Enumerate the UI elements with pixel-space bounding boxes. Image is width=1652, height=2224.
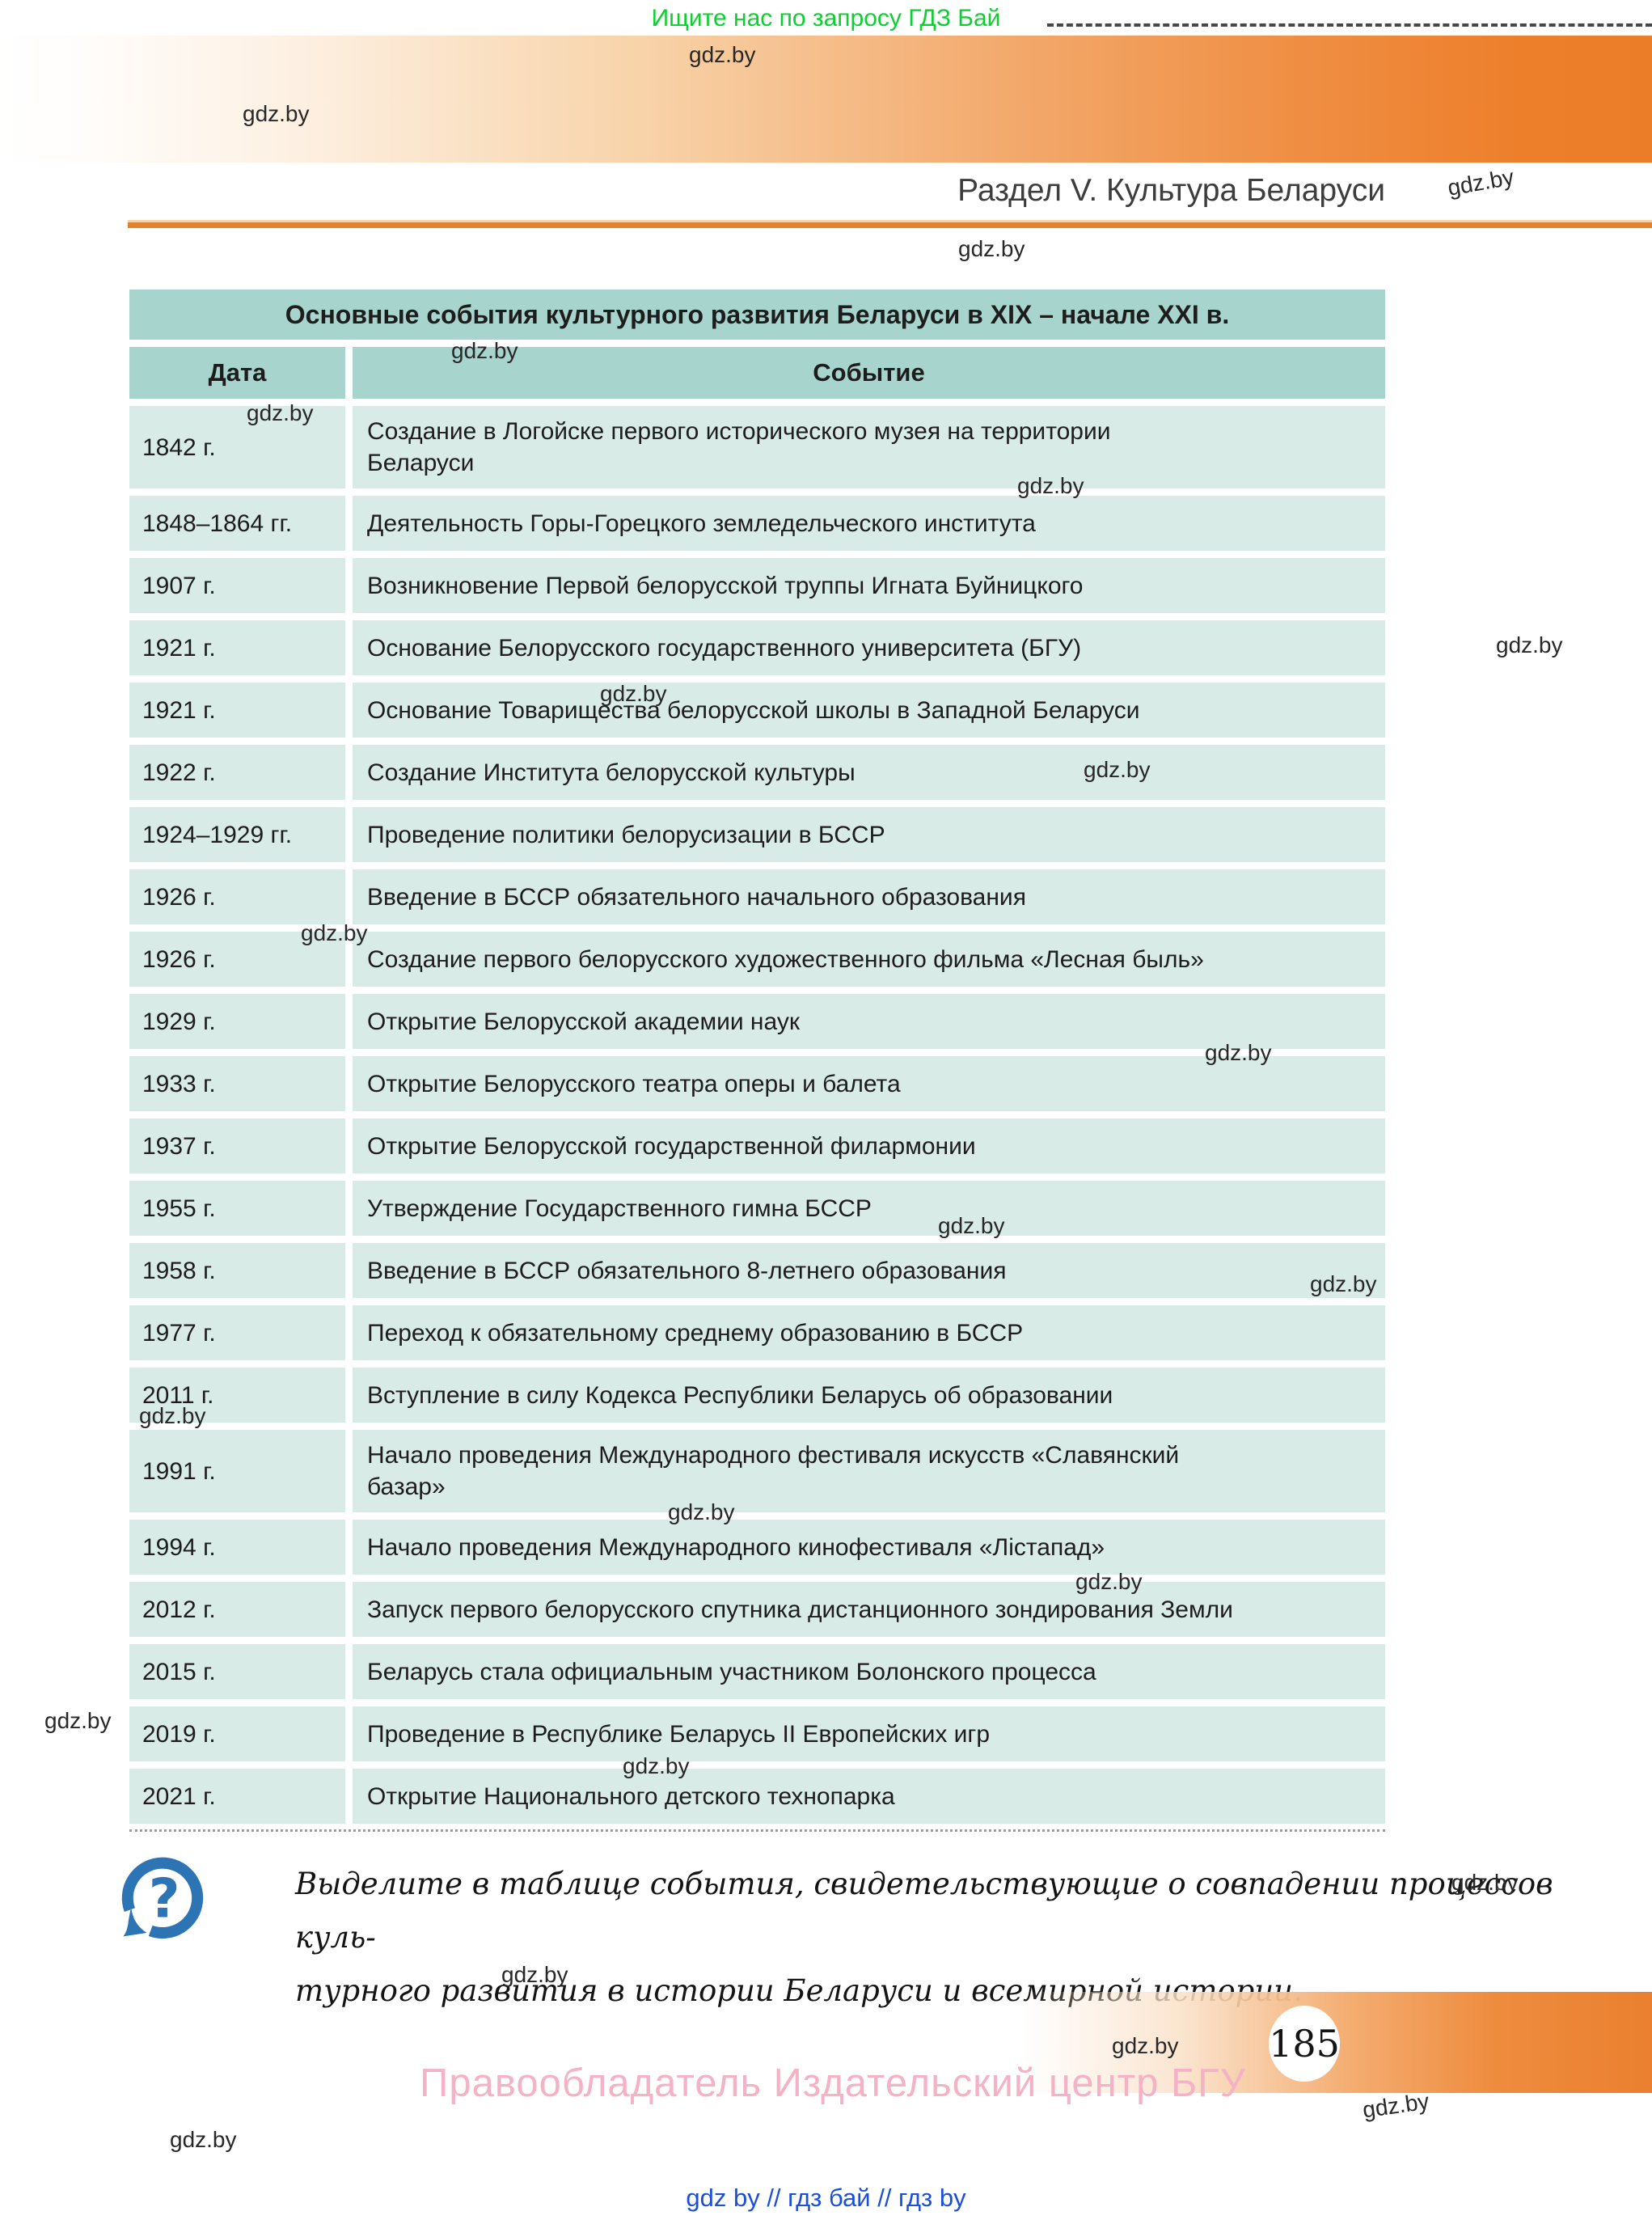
event-description-cell: Открытие Белорусской академии наук [353, 994, 1385, 1049]
event-description-cell: Создание в Логойске первого историческог… [353, 406, 1385, 488]
event-date-cell: 2019 г. [129, 1706, 345, 1761]
gdzby-watermark: gdz.by [1075, 1569, 1143, 1594]
promo-banner-text: Ищите нас по запросу ГДЗ Бай [651, 5, 1001, 32]
event-description-cell: Запуск первого белорусского спутника дис… [353, 1582, 1385, 1637]
footer-links[interactable]: gdz by // гдз бай // гдз by [686, 2184, 966, 2212]
event-description-cell: Открытие Белорусского театра оперы и бал… [353, 1056, 1385, 1111]
gdzby-watermark: gdz.by [139, 1403, 206, 1428]
event-description-cell: Утверждение Государственного гимна БССР [353, 1181, 1385, 1236]
gdzby-watermark: gdz.by [1310, 1271, 1377, 1296]
event-description-cell: Проведение политики белорусизации в БССР [353, 807, 1385, 862]
event-date-cell: 1842 г. [129, 406, 345, 488]
event-description-cell: Деятельность Горы-Горецкого земледельчес… [353, 496, 1385, 551]
event-date-cell: 1977 г. [129, 1305, 345, 1360]
event-description-cell: Проведение в Республике Беларусь II Евро… [353, 1706, 1385, 1761]
gdzby-watermark: gdz.by [1205, 1040, 1272, 1065]
gdzby-watermark: gdz.by [689, 42, 756, 67]
event-date-cell: 1991 г. [129, 1430, 345, 1512]
event-date-cell: 1926 г. [129, 869, 345, 924]
orange-gradient-banner [0, 36, 1652, 163]
page-number-badge: 185 [1269, 2006, 1340, 2082]
gdzby-watermark: gdz.by [301, 920, 368, 945]
event-date-cell: 1848–1864 гг. [129, 496, 345, 551]
orange-divider-rule [128, 220, 1652, 228]
event-description-cell: Основание Товарищества белорусской школы… [353, 683, 1385, 738]
event-date-cell: 1926 г. [129, 932, 345, 987]
event-description-cell: Основание Белорусского государственного … [353, 620, 1385, 675]
gdzby-watermark: gdz.by [247, 400, 314, 425]
event-description-cell: Открытие Белорусской государственной фил… [353, 1118, 1385, 1173]
gdzby-watermark: gdz.by [1017, 473, 1084, 498]
event-description-cell: Возникновение Первой белорусской труппы … [353, 558, 1385, 613]
event-date-cell: 1929 г. [129, 994, 345, 1049]
event-date-cell: 2015 г. [129, 1644, 345, 1699]
event-date-cell: 2012 г. [129, 1582, 345, 1637]
gdzby-watermark: gdz.by [1361, 2088, 1431, 2123]
gdzby-watermark: gdz.by [600, 681, 667, 706]
event-description-cell: Введение в БССР обязательного 8-летнего … [353, 1243, 1385, 1298]
gdzby-watermark: gdz.by [668, 1499, 735, 1524]
svg-text:?: ? [149, 1867, 180, 1930]
event-date-cell: 1933 г. [129, 1056, 345, 1111]
column-header-event: Событие [353, 347, 1385, 399]
gdzby-watermark: gdz.by [501, 1962, 568, 1987]
gdzby-watermark: gdz.by [243, 101, 310, 126]
gdzby-watermark: gdz.by [1084, 757, 1151, 782]
event-date-cell: 1921 г. [129, 620, 345, 675]
dashed-line-top [1047, 23, 1652, 27]
gdzby-watermark: gdz.by [623, 1753, 690, 1778]
gdzby-watermark: gdz.by [1451, 1870, 1519, 1895]
gdzby-watermark: gdz.by [1112, 2033, 1179, 2058]
page-title: Раздел V. Культура Беларуси [957, 173, 1385, 208]
event-date-cell: 1924–1929 гг. [129, 807, 345, 862]
event-date-cell: 2021 г. [129, 1769, 345, 1824]
gdzby-watermark: gdz.by [958, 236, 1025, 261]
column-header-date: Дата [129, 347, 345, 399]
event-date-cell: 1937 г. [129, 1118, 345, 1173]
event-description-cell: Создание Института белорусской культуры [353, 745, 1385, 800]
event-date-cell: 2011 г. [129, 1368, 345, 1423]
question-mark-icon: ? [121, 1857, 204, 1939]
events-table: Основные события культурного развития Бе… [129, 290, 1385, 1824]
gdzby-watermark: gdz.by [451, 338, 518, 363]
event-description-cell: Открытие Национального детского технопар… [353, 1769, 1385, 1824]
event-date-cell: 1921 г. [129, 683, 345, 738]
gdzby-watermark: gdz.by [1445, 164, 1516, 201]
event-date-cell: 1955 г. [129, 1181, 345, 1236]
event-date-cell: 1907 г. [129, 558, 345, 613]
event-description-cell: Начало проведения Международного фестива… [353, 1430, 1385, 1512]
publisher-watermark: Правообладатель Издательский центр БГУ [420, 2061, 1246, 2105]
gdzby-watermark: gdz.by [44, 1708, 112, 1733]
event-description-cell: Вступление в силу Кодекса Республики Бел… [353, 1368, 1385, 1423]
dotted-line-table-bottom [129, 1829, 1385, 1832]
event-description-cell: Переход к обязательному среднему образов… [353, 1305, 1385, 1360]
event-description-cell: Создание первого белорусского художестве… [353, 932, 1385, 987]
gdzby-watermark: gdz.by [938, 1213, 1005, 1238]
event-date-cell: 1922 г. [129, 745, 345, 800]
gdzby-watermark: gdz.by [1496, 632, 1563, 657]
table-title: Основные события культурного развития Бе… [129, 290, 1385, 340]
event-description-cell: Начало проведения Международного кинофес… [353, 1520, 1385, 1575]
event-description-cell: Беларусь стала официальным участником Бо… [353, 1644, 1385, 1699]
page-number: 185 [1269, 2022, 1340, 2065]
event-description-cell: Введение в БССР обязательного начального… [353, 869, 1385, 924]
event-date-cell: 1958 г. [129, 1243, 345, 1298]
gdzby-watermark: gdz.by [170, 2127, 237, 2152]
event-date-cell: 1994 г. [129, 1520, 345, 1575]
